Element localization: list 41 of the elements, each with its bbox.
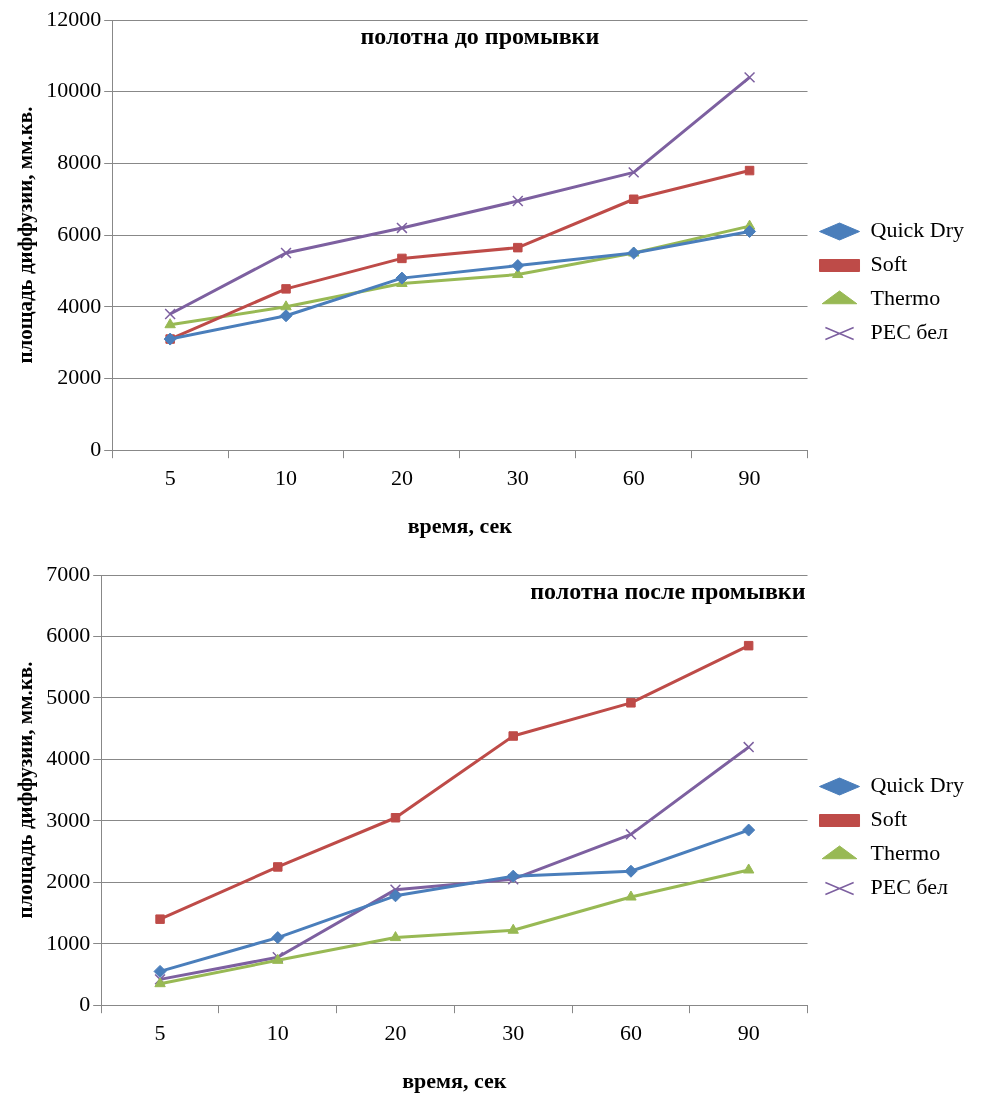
y-tick-label: 2000: [57, 364, 102, 390]
x-axis-title: время, сек: [402, 1068, 507, 1094]
y-tick-label: 3000: [46, 806, 91, 832]
y-tick-label: 4000: [46, 745, 91, 771]
y-tick-label: 2000: [46, 868, 91, 894]
legend-label: Thermo: [870, 285, 941, 311]
x-tick-label: 30: [506, 465, 529, 491]
y-tick-label: 0: [79, 990, 91, 1016]
y-tick-label: 12000: [46, 5, 102, 31]
x-tick-label: 90: [737, 1020, 760, 1046]
x-tick-label: 5: [164, 465, 176, 491]
x-tick-label: 20: [384, 1020, 407, 1046]
y-axis-title: площадь диффузии, мм.кв.: [13, 106, 38, 364]
y-tick-label: 1000: [46, 929, 91, 955]
x-tick-label: 20: [390, 465, 413, 491]
x-tick-label: 30: [502, 1020, 525, 1046]
chart-title: полотна до промывки: [360, 23, 600, 50]
x-tick-label: 60: [622, 465, 645, 491]
x-tick-label: 90: [738, 465, 761, 491]
legend-label: Quick Dry: [870, 772, 965, 798]
y-tick-label: 4000: [57, 292, 102, 318]
x-tick-label: 10: [266, 1020, 289, 1046]
chart-title: полотна после промывки: [530, 578, 806, 605]
y-tick-label: 6000: [57, 220, 102, 246]
legend-label: Soft: [870, 806, 908, 832]
y-tick-label: 10000: [46, 77, 102, 103]
legend-label: Thermo: [870, 840, 941, 866]
x-axis-title: время, сек: [407, 513, 513, 539]
y-tick-label: 5000: [46, 683, 91, 709]
x-tick-label: 10: [275, 465, 298, 491]
y-axis-title: площадь диффузии, мм.кв.: [13, 661, 38, 919]
x-tick-label: 5: [154, 1020, 166, 1046]
x-tick-label: 60: [619, 1020, 642, 1046]
y-tick-label: 7000: [46, 560, 91, 586]
y-tick-label: 6000: [46, 622, 91, 648]
legend-label: PEC бел: [870, 874, 949, 900]
legend-label: Soft: [870, 251, 908, 277]
legend-label: PEC бел: [870, 319, 949, 345]
y-tick-label: 8000: [57, 149, 102, 175]
legend-label: Quick Dry: [870, 217, 965, 243]
y-tick-label: 0: [90, 435, 102, 461]
